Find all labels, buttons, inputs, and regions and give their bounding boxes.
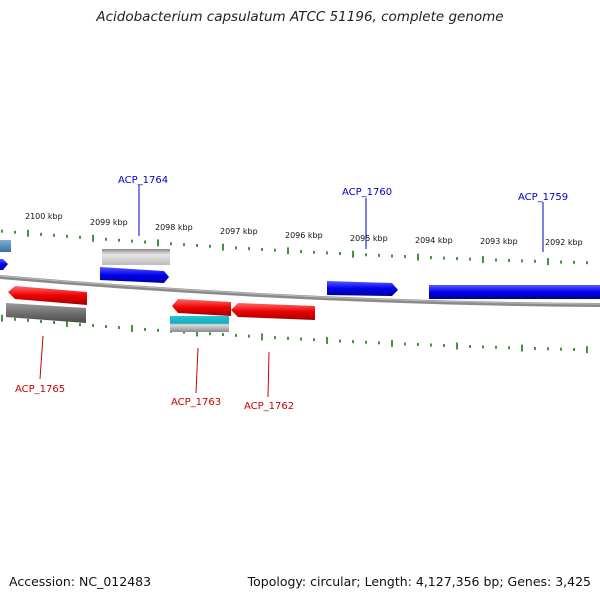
genome-summary: Topology: circular; Length: 4,127,356 bp… bbox=[247, 574, 591, 589]
label-acp-1765[interactable]: ACP_1765 bbox=[15, 384, 65, 395]
label-acp-1762[interactable]: ACP_1762 bbox=[244, 401, 294, 412]
kbp-label: 2092 kbp bbox=[545, 238, 583, 247]
accession-label: Accession: NC_012483 bbox=[9, 574, 152, 589]
gene-acp-1762[interactable] bbox=[231, 303, 315, 320]
lower-tick-ring bbox=[1, 314, 588, 354]
kbp-label: 2095 kbp bbox=[350, 234, 388, 243]
kbp-label: 2096 kbp bbox=[285, 231, 323, 240]
kbp-label: 2100 kbp bbox=[25, 212, 63, 221]
gene-acp-1765[interactable] bbox=[8, 286, 87, 305]
label-acp-1760[interactable]: ACP_1760 bbox=[342, 187, 392, 198]
gene-light-gray-upper[interactable] bbox=[102, 249, 170, 265]
kbp-label: 2097 kbp bbox=[220, 227, 258, 236]
gene-steel-upper[interactable] bbox=[0, 240, 11, 252]
gene-acp-1764[interactable] bbox=[100, 267, 169, 283]
kbp-label: 2093 kbp bbox=[480, 237, 518, 246]
gene-acp-1759[interactable] bbox=[429, 285, 600, 299]
kbp-label: 2099 kbp bbox=[90, 218, 128, 227]
leader-acp-1765 bbox=[39, 335, 44, 380]
upper-tick-ring bbox=[1, 229, 588, 266]
genome-backbone bbox=[0, 275, 600, 307]
label-acp-1763[interactable]: ACP_1763 bbox=[171, 397, 221, 408]
label-acp-1759[interactable]: ACP_1759 bbox=[518, 192, 568, 203]
kbp-scale-labels: 2100 kbp 2099 kbp 2098 kbp 2097 kbp 2096… bbox=[25, 212, 583, 247]
leader-acp-1762 bbox=[267, 351, 270, 398]
gene-forward-arrow[interactable] bbox=[0, 259, 8, 270]
leader-acp-1763 bbox=[195, 347, 199, 394]
gene-gray-lower[interactable] bbox=[6, 303, 86, 323]
gene-acp-1763[interactable] bbox=[172, 299, 231, 316]
genome-title: Acidobacterium capsulatum ATCC 51196, co… bbox=[96, 9, 504, 25]
gene-cyan-lower[interactable] bbox=[170, 316, 229, 332]
kbp-label: 2098 kbp bbox=[155, 223, 193, 232]
gene-acp-1760[interactable] bbox=[327, 281, 398, 296]
genome-backbone-highlight bbox=[0, 275, 600, 305]
label-acp-1764[interactable]: ACP_1764 bbox=[118, 175, 168, 186]
kbp-label: 2094 kbp bbox=[415, 236, 453, 245]
